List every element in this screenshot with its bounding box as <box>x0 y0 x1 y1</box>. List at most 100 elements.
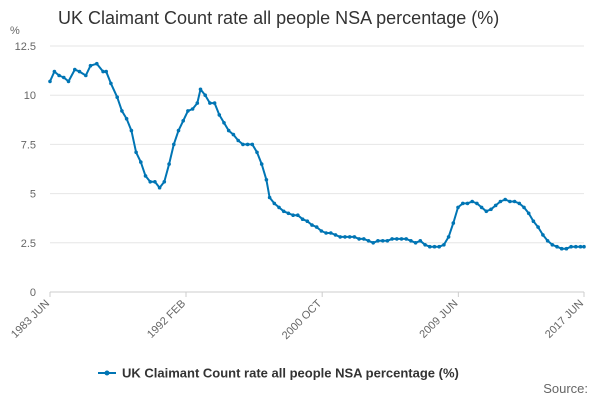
data-point[interactable] <box>62 75 66 80</box>
data-point[interactable] <box>428 244 432 249</box>
data-point[interactable] <box>479 205 484 210</box>
data-point[interactable] <box>157 185 162 190</box>
data-point[interactable] <box>167 162 171 166</box>
data-point[interactable] <box>582 244 586 249</box>
data-point[interactable] <box>338 235 343 239</box>
data-point[interactable] <box>451 221 456 225</box>
data-point[interactable] <box>241 142 245 147</box>
data-point[interactable] <box>212 101 217 105</box>
data-point[interactable] <box>291 213 295 217</box>
data-point[interactable] <box>498 199 503 204</box>
data-point[interactable] <box>226 128 231 133</box>
legend[interactable]: UK Claimant Count rate all people NSA pe… <box>98 366 459 381</box>
data-point[interactable] <box>153 180 157 184</box>
data-point[interactable] <box>456 205 460 210</box>
data-point[interactable] <box>217 113 222 117</box>
data-point[interactable] <box>84 73 88 78</box>
data-point[interactable] <box>404 237 409 241</box>
data-point[interactable] <box>550 243 555 247</box>
data-point[interactable] <box>101 69 105 74</box>
data-point[interactable] <box>296 213 300 217</box>
data-point[interactable] <box>564 246 569 251</box>
data-point[interactable] <box>503 197 508 202</box>
data-point[interactable] <box>508 199 512 204</box>
data-point[interactable] <box>52 69 57 74</box>
data-point[interactable] <box>446 235 451 239</box>
data-point[interactable] <box>172 142 176 147</box>
data-point[interactable] <box>371 241 376 245</box>
data-point[interactable] <box>245 142 250 147</box>
data-point[interactable] <box>432 244 437 249</box>
data-point[interactable] <box>255 150 259 155</box>
data-point[interactable] <box>77 69 82 74</box>
data-point[interactable] <box>267 195 272 200</box>
data-point[interactable] <box>437 244 442 249</box>
data-point[interactable] <box>578 244 583 249</box>
data-point[interactable] <box>250 142 255 147</box>
data-point[interactable] <box>385 239 390 243</box>
data-point[interactable] <box>48 79 52 84</box>
data-point[interactable] <box>343 235 347 239</box>
data-point[interactable] <box>319 229 324 233</box>
data-point[interactable] <box>286 211 291 216</box>
data-point[interactable] <box>195 101 200 105</box>
data-point[interactable] <box>259 162 264 166</box>
data-point[interactable] <box>281 209 286 214</box>
data-point[interactable] <box>120 109 124 113</box>
data-point[interactable] <box>148 180 152 184</box>
data-point[interactable] <box>95 61 99 66</box>
data-point[interactable] <box>57 73 61 78</box>
data-point[interactable] <box>352 235 357 239</box>
data-point[interactable] <box>73 67 77 72</box>
data-point[interactable] <box>442 243 446 247</box>
data-point[interactable] <box>198 87 203 92</box>
data-point[interactable] <box>236 138 240 143</box>
data-point[interactable] <box>526 211 531 216</box>
data-point[interactable] <box>222 121 226 125</box>
data-point[interactable] <box>390 237 394 241</box>
data-point[interactable] <box>324 231 328 235</box>
data-point[interactable] <box>395 237 399 241</box>
data-point[interactable] <box>489 207 493 212</box>
data-point[interactable] <box>531 219 536 223</box>
data-point[interactable] <box>347 235 352 239</box>
data-point[interactable] <box>522 205 526 210</box>
data-point[interactable] <box>465 201 470 206</box>
data-point[interactable] <box>418 239 423 243</box>
data-point[interactable] <box>162 180 167 184</box>
data-point[interactable] <box>484 209 489 214</box>
data-point[interactable] <box>88 63 93 68</box>
data-point[interactable] <box>314 225 319 229</box>
data-point[interactable] <box>366 239 371 243</box>
data-point[interactable] <box>208 101 212 105</box>
data-point[interactable] <box>357 237 361 241</box>
data-point[interactable] <box>470 199 475 204</box>
data-point[interactable] <box>300 217 305 221</box>
data-point[interactable] <box>362 237 366 241</box>
data-point[interactable] <box>264 178 269 182</box>
data-point[interactable] <box>203 93 207 97</box>
data-point[interactable] <box>277 205 281 210</box>
data-point[interactable] <box>409 239 413 243</box>
data-point[interactable] <box>143 174 148 178</box>
data-point[interactable] <box>329 231 333 235</box>
data-point[interactable] <box>124 117 129 121</box>
data-point[interactable] <box>333 233 338 237</box>
data-point[interactable] <box>104 69 108 74</box>
data-point[interactable] <box>545 239 550 243</box>
data-point[interactable] <box>109 81 113 86</box>
data-point[interactable] <box>574 244 578 249</box>
data-point[interactable] <box>186 109 190 113</box>
data-point[interactable] <box>115 95 119 99</box>
data-point[interactable] <box>181 119 185 123</box>
data-point[interactable] <box>536 225 540 229</box>
data-point[interactable] <box>190 107 195 111</box>
data-point[interactable] <box>66 79 71 84</box>
data-point[interactable] <box>399 237 404 241</box>
data-point[interactable] <box>512 199 517 204</box>
data-point[interactable] <box>129 128 134 133</box>
data-point[interactable] <box>231 132 236 137</box>
data-point[interactable] <box>380 239 385 243</box>
data-point[interactable] <box>569 244 573 249</box>
data-point[interactable] <box>541 233 545 237</box>
